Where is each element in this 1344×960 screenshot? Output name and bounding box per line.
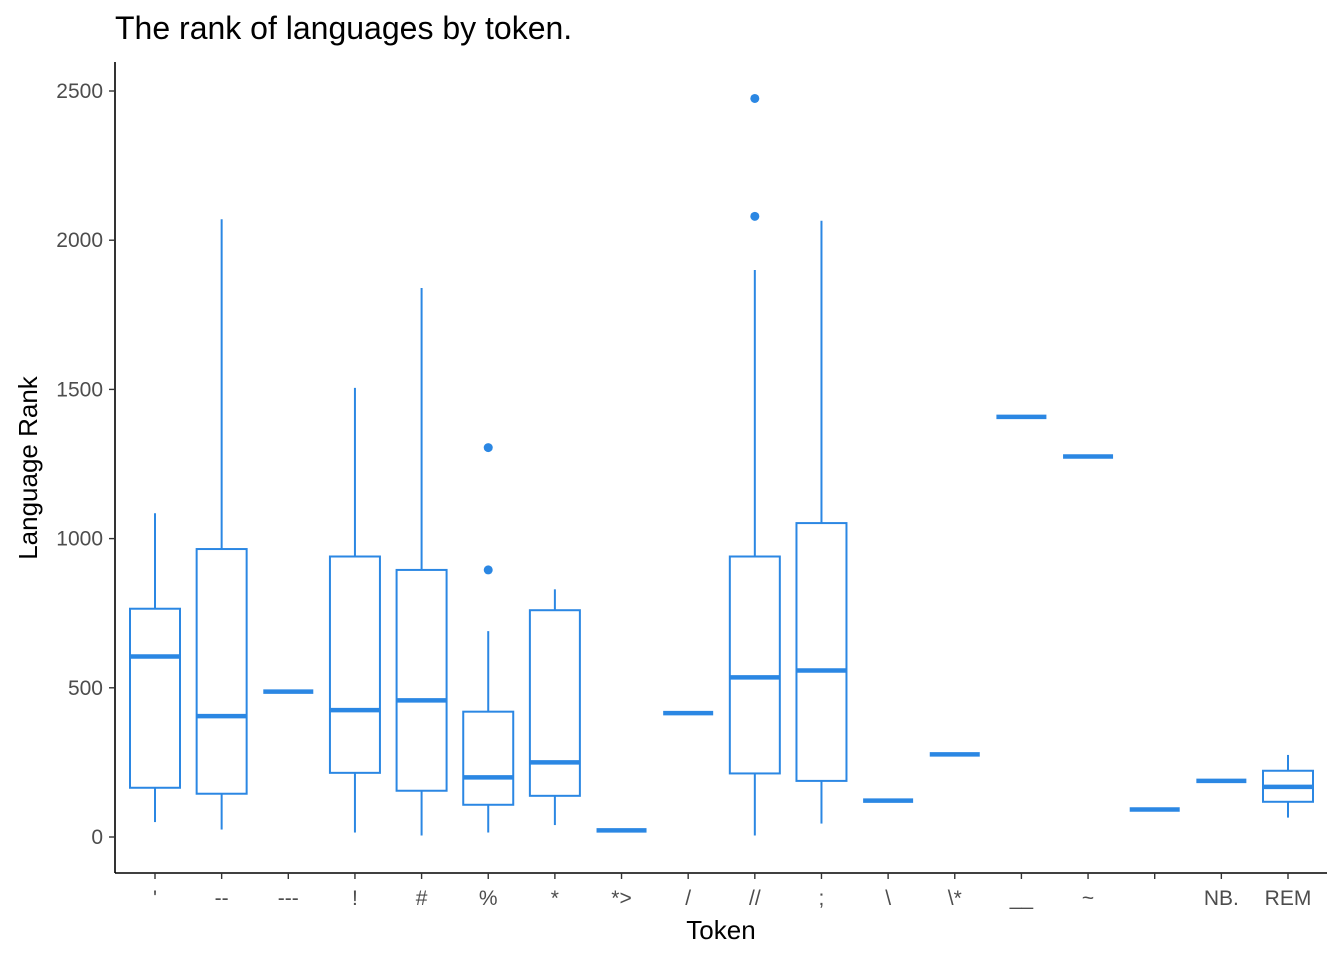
y-tick-label: 2000	[56, 229, 103, 252]
box-group	[528, 589, 581, 826]
box-group	[195, 219, 248, 830]
box-group	[129, 513, 181, 823]
y-tick-label: 2500	[56, 80, 103, 103]
chart-title: The rank of languages by token.	[115, 10, 573, 46]
iqr-box	[129, 607, 181, 789]
x-tick-label: '	[153, 887, 157, 910]
y-tick-label: 500	[68, 677, 103, 700]
x-tick-label: #	[416, 887, 428, 910]
x-tick-label: %	[479, 887, 498, 910]
outlier-point	[750, 211, 760, 221]
iqr-box	[395, 568, 448, 792]
box-group	[328, 387, 381, 833]
x-tick-label: *>	[611, 887, 631, 910]
x-tick-label: *	[551, 887, 559, 910]
outlier-point	[483, 565, 493, 575]
x-tick-label: ~	[1082, 887, 1094, 910]
x-tick-label	[1144, 887, 1165, 910]
box-group	[462, 443, 515, 833]
y-tick-label: 1000	[56, 528, 103, 551]
x-tick-label: !	[352, 887, 358, 910]
iqr-box	[728, 555, 781, 775]
x-tick-label: ---	[278, 887, 299, 910]
boxes-layer	[129, 93, 1314, 836]
iqr-box	[328, 555, 381, 774]
x-tick-label: REM	[1265, 887, 1312, 910]
box-group	[795, 220, 848, 824]
iqr-box	[195, 548, 248, 795]
y-tick-label: 1500	[56, 378, 103, 401]
box-group	[1262, 754, 1314, 818]
x-tick-label: NB.	[1204, 887, 1239, 910]
iqr-box	[462, 710, 515, 806]
y-tick-label: 0	[91, 826, 103, 849]
x-tick-label: \	[885, 887, 891, 910]
x-tick-label: \*	[948, 887, 962, 910]
x-axis-title: Token	[686, 915, 755, 945]
x-tick-label: /	[685, 887, 691, 910]
outlier-point	[483, 443, 493, 453]
x-tick-label: //	[749, 887, 761, 910]
iqr-box	[528, 609, 581, 797]
x-tick-label: --	[215, 887, 229, 910]
iqr-box	[795, 522, 848, 782]
y-axis-title: Language Rank	[13, 375, 43, 560]
x-tick-label: __	[1009, 887, 1034, 910]
outlier-point	[750, 93, 760, 103]
box-group	[395, 287, 448, 836]
x-tick-label: ;	[819, 887, 825, 910]
box-group	[728, 93, 781, 836]
